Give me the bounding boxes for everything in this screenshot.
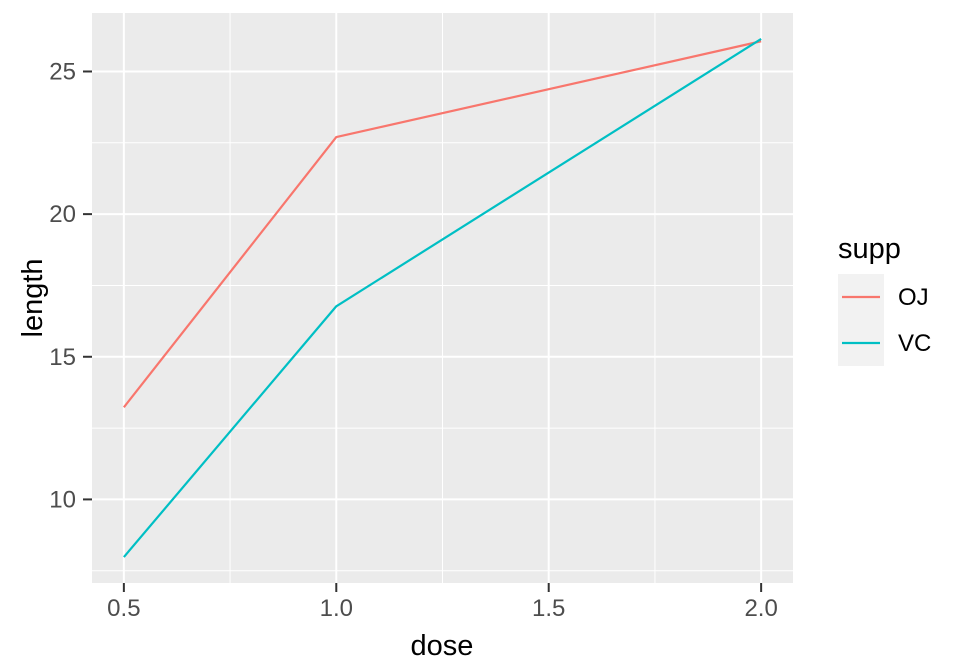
legend-label-vc: VC xyxy=(898,330,931,357)
series-line-vc xyxy=(123,38,762,558)
axis-tick-layer xyxy=(83,70,763,592)
legend-label-oj: OJ xyxy=(898,284,929,311)
legend-title: supp xyxy=(838,233,901,265)
y-tick-label: 25 xyxy=(49,58,76,85)
y-tick-label: 10 xyxy=(49,486,76,513)
x-tick-label: 0.5 xyxy=(107,595,140,622)
gridline-layer xyxy=(92,13,793,583)
x-axis-title: dose xyxy=(411,630,474,662)
y-tick-label: 15 xyxy=(49,344,76,371)
axis-tick-label-layer: 0.5 1.0 1.5 2.0 10 15 20 25 xyxy=(49,58,778,622)
y-tick-label: 20 xyxy=(49,201,76,228)
y-axis-title: length xyxy=(17,258,49,337)
legend: supp OJ VC xyxy=(838,233,931,366)
series-layer xyxy=(122,38,762,558)
x-tick-label: 1.0 xyxy=(320,595,353,622)
series-line-oj xyxy=(122,40,762,408)
x-tick-label: 2.0 xyxy=(744,595,777,622)
x-tick-label: 1.5 xyxy=(532,595,565,622)
